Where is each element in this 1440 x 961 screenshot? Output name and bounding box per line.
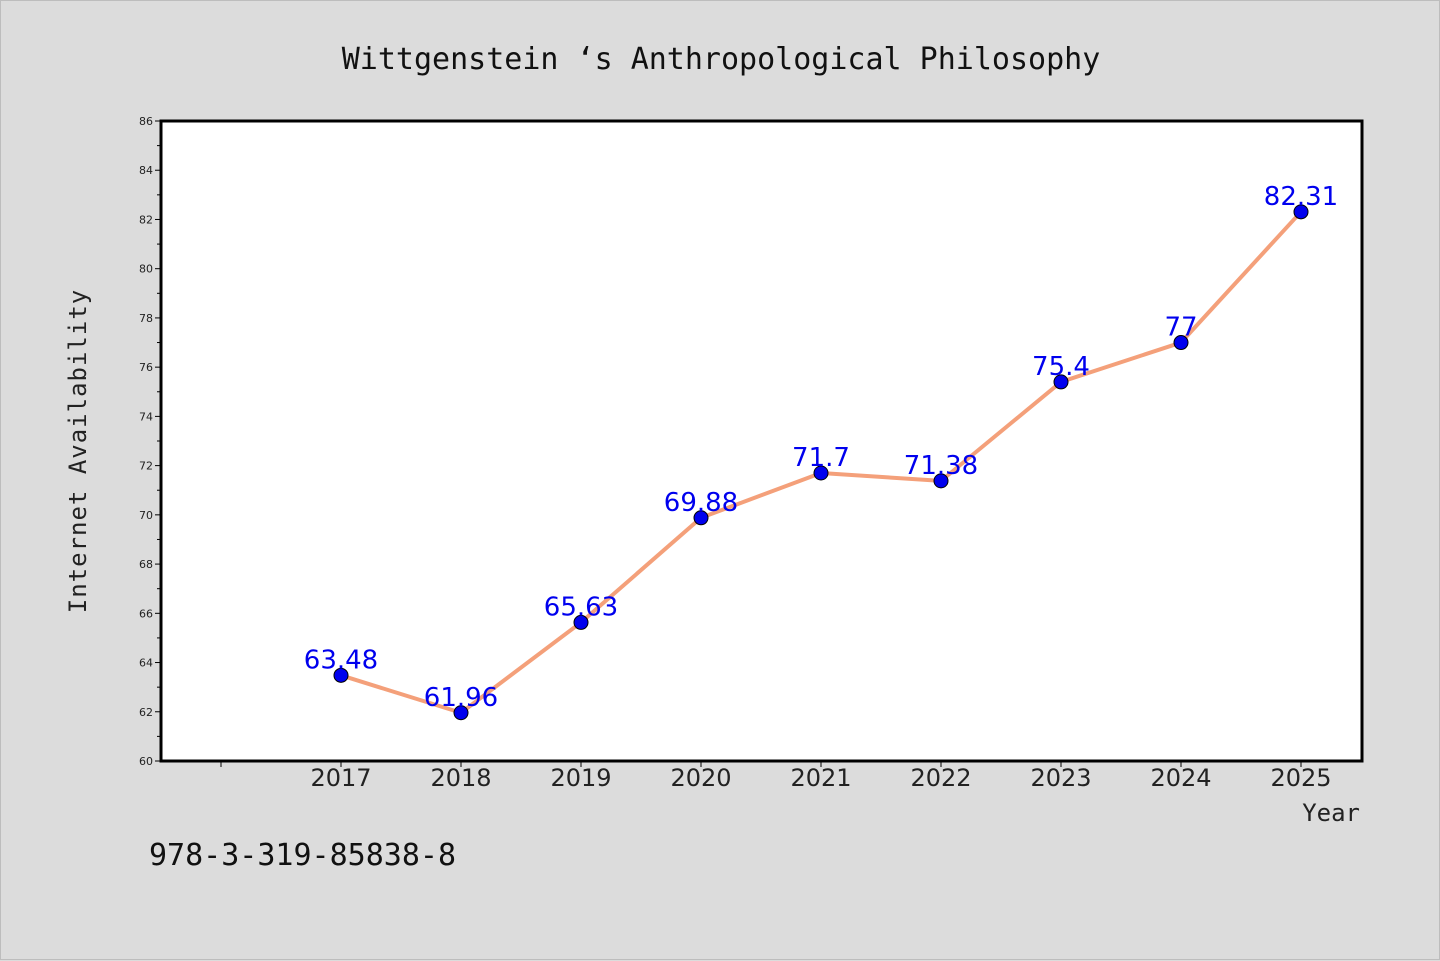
y-axis-label: Internet Availability: [64, 289, 92, 613]
isbn-text: 978-3-319-85838-8: [149, 838, 456, 873]
data-point: [1293, 204, 1309, 220]
y-tick-label: 64: [139, 657, 153, 670]
data-point: [333, 667, 349, 683]
y-tick-label: 82: [139, 213, 153, 226]
data-label: 75.4: [1032, 352, 1090, 382]
data-label: 63.48: [304, 645, 378, 675]
y-tick-label: 72: [139, 460, 153, 473]
y-tick-label: 78: [139, 312, 153, 325]
plot-area: [159, 119, 1364, 763]
y-tick-label: 66: [139, 607, 153, 620]
y-tick-label: 86: [139, 115, 153, 128]
data-point: [813, 465, 829, 481]
x-tick-label: 2025: [1270, 764, 1331, 792]
y-tick-label: 68: [139, 558, 153, 571]
x-tick-label: 2018: [430, 764, 491, 792]
data-markers: [333, 204, 1309, 721]
data-label: 69.88: [664, 488, 738, 518]
data-label: 82.31: [1264, 182, 1338, 212]
data-label: 77: [1164, 313, 1197, 343]
data-point: [933, 473, 949, 489]
x-axis: 2017 2018 2019 2020 2021 2022 2023 2024 2025: [220, 761, 1332, 792]
data-label: 65.63: [544, 592, 618, 622]
x-axis-label: Year: [1302, 799, 1360, 827]
data-label: 71.7: [792, 443, 850, 473]
data-point: [693, 510, 709, 526]
data-label: 61.96: [424, 683, 498, 713]
y-tick-label: 74: [139, 410, 153, 423]
data-point: [1053, 374, 1069, 390]
x-tick-label: 2023: [1030, 764, 1091, 792]
x-tick-label: 2022: [910, 764, 971, 792]
x-tick-label: 2024: [1150, 764, 1211, 792]
y-axis: 60 62 64 66 68 70 72 74 76 78 80 82 84 86: [139, 115, 161, 768]
y-tick-label: 84: [139, 164, 153, 177]
data-point: [573, 614, 589, 630]
x-tick-label: 2020: [670, 764, 731, 792]
y-tick-label: 70: [139, 509, 153, 522]
x-tick-label: 2017: [310, 764, 371, 792]
data-point: [1173, 335, 1189, 351]
y-tick-label: 76: [139, 361, 153, 374]
data-point: [453, 705, 469, 721]
y-tick-label: 62: [139, 706, 153, 719]
x-tick-label: 2021: [790, 764, 851, 792]
data-labels: 63.48 61.96 65.63 69.88 71.7 71.38 75.4 77 82.31: [304, 182, 1338, 713]
y-tick-label: 60: [139, 755, 153, 768]
y-tick-label: 80: [139, 263, 153, 276]
chart-title: Wittgenstein ‘s Anthropological Philosop…: [342, 42, 1101, 77]
data-label: 71.38: [904, 451, 978, 481]
x-tick-label: 2019: [550, 764, 611, 792]
